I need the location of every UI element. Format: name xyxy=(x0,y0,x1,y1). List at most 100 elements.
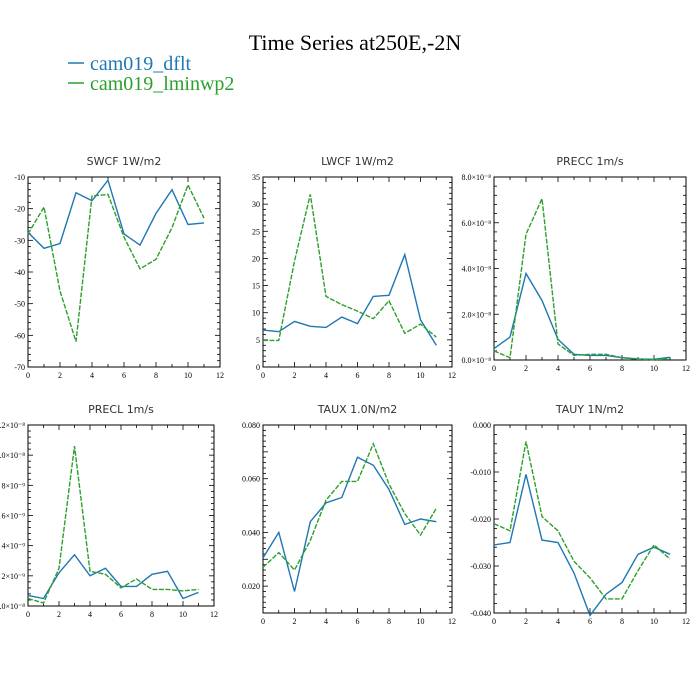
x-tick-label: 2 xyxy=(293,371,297,380)
panel-title-lwcf: LWCF 1W/m2 xyxy=(321,155,394,168)
y-tick-label: 0.080 xyxy=(242,421,260,430)
panel-title-taux: TAUX 1.0N/m2 xyxy=(317,403,398,416)
x-tick-label: 10 xyxy=(184,371,192,380)
x-tick-label: 12 xyxy=(682,364,690,373)
y-tick-label: 0.000 xyxy=(473,421,491,430)
panel-precc: PRECC 1m/s 0 2 4 6 8 10 12 0.0×10⁻⁸ 2.0×10⁻⁸ 4.0×1… xyxy=(461,155,690,373)
y-tick-label: -40 xyxy=(14,268,25,277)
y-tick-label: 0.0×10⁻⁸ xyxy=(0,602,25,611)
y-tick-label: 4×10⁻⁹ xyxy=(1,542,25,551)
y-tick-label: 0.060 xyxy=(242,475,260,484)
series-line-tauy-lminwp2 xyxy=(493,441,671,600)
y-tick-label: 2.0×10⁻⁸ xyxy=(461,310,491,319)
x-tick-label: 6 xyxy=(356,617,360,626)
y-tick-label: -0.020 xyxy=(470,515,491,524)
x-tick-label: 0 xyxy=(492,364,496,373)
y-tick-label: 8×10⁻⁹ xyxy=(1,481,25,490)
y-tick-label: 0.020 xyxy=(242,582,260,591)
x-tick-label: 4 xyxy=(90,371,94,380)
x-tick-label: 10 xyxy=(179,610,187,619)
x-tick-label: 8 xyxy=(387,617,391,626)
panel-title-tauy: TAUY 1N/m2 xyxy=(555,403,624,416)
y-tick-label: 15 xyxy=(252,282,260,291)
x-tick-label: 8 xyxy=(620,364,624,373)
x-tick-label: 4 xyxy=(556,364,560,373)
y-tick-label: 6.0×10⁻⁸ xyxy=(461,219,491,228)
panel-title-precl: PRECL 1m/s xyxy=(88,403,154,416)
x-tick-label: 4 xyxy=(324,371,328,380)
x-tick-label: 0 xyxy=(261,371,265,380)
y-tick-label: 0 xyxy=(256,363,260,372)
x-tick-label: 6 xyxy=(122,371,126,380)
y-tick-label: 0.040 xyxy=(242,528,260,537)
y-tick-label: -30 xyxy=(14,236,25,245)
y-tick-label: -50 xyxy=(14,300,25,309)
x-tick-label: 2 xyxy=(524,617,528,626)
x-tick-label: 4 xyxy=(556,617,560,626)
x-tick-label: 0 xyxy=(492,617,496,626)
x-tick-label: 4 xyxy=(88,610,92,619)
y-tick-label: -20 xyxy=(14,205,25,214)
x-tick-label: 12 xyxy=(216,371,224,380)
series-line-precl-dflt xyxy=(27,553,199,600)
y-tick-label: 10 xyxy=(252,309,260,318)
legend-label-dflt: cam019_dflt xyxy=(90,53,192,75)
x-tick-label: 10 xyxy=(417,371,425,380)
series-line-swcf-lminwp2 xyxy=(27,183,205,342)
x-tick-label: 2 xyxy=(524,364,528,373)
y-tick-label: 2×10⁻⁹ xyxy=(1,572,25,581)
series-line-tauy-dflt xyxy=(493,474,671,617)
x-tick-label: 12 xyxy=(210,610,218,619)
y-tick-label: -0.030 xyxy=(470,562,491,571)
y-tick-label: 25 xyxy=(252,227,260,236)
y-tick-label: 8.0×10⁻⁸ xyxy=(461,173,491,182)
panel-title-swcf: SWCF 1W/m2 xyxy=(87,155,162,168)
x-tick-label: 2 xyxy=(58,371,62,380)
y-tick-label: 6×10⁻⁹ xyxy=(1,512,25,521)
figure-title: Time Series at250E,-2N xyxy=(249,30,462,55)
panel-tauy: TAUY 1N/m2 0 2 4 6 8 10 12 -0.040 -0.030 -0.020 -0.… xyxy=(470,403,690,626)
panel-grid: SWCF 1W/m2 0 2 4 6 8 10 12 -70 -60 -50 -40 -30 -20 -10… xyxy=(0,155,690,626)
x-tick-label: 8 xyxy=(387,371,391,380)
x-tick-label: 10 xyxy=(417,617,425,626)
y-tick-label: -0.040 xyxy=(470,609,491,618)
x-tick-label: 8 xyxy=(620,617,624,626)
panel-title-precc: PRECC 1m/s xyxy=(556,155,624,168)
legend: cam019_dflt cam019_lminwp2 xyxy=(68,53,234,95)
x-tick-label: 6 xyxy=(588,364,592,373)
x-tick-label: 8 xyxy=(154,371,158,380)
series-line-swcf-dflt xyxy=(27,178,205,250)
y-tick-label: -10 xyxy=(14,173,25,182)
x-tick-label: 12 xyxy=(448,617,456,626)
x-tick-label: 6 xyxy=(356,371,360,380)
x-tick-label: 8 xyxy=(150,610,154,619)
y-tick-label: -0.010 xyxy=(470,468,491,477)
x-tick-label: 12 xyxy=(682,617,690,626)
y-tick-label: 30 xyxy=(252,200,260,209)
x-tick-label: 12 xyxy=(448,371,456,380)
series-line-lwcf-lminwp2 xyxy=(263,194,437,342)
y-tick-label: -60 xyxy=(14,331,25,340)
x-tick-label: 10 xyxy=(650,364,658,373)
y-tick-label: 20 xyxy=(252,254,260,263)
series-line-lwcf-dflt xyxy=(262,252,437,346)
y-tick-label: 0.0×10⁻⁸ xyxy=(461,356,491,365)
y-tick-label: 5 xyxy=(256,336,260,345)
panel-precl: PRECL 1m/s 0 2 4 6 8 10 12 0.0×10⁻⁸ 2×10⁻⁹ 4×10⁻⁹ 6… xyxy=(0,403,218,619)
series-line-precl-lminwp2 xyxy=(27,446,199,604)
x-tick-label: 2 xyxy=(57,610,61,619)
y-tick-label: 1.2×10⁻⁸ xyxy=(0,421,25,430)
x-tick-label: 6 xyxy=(119,610,123,619)
x-tick-label: 4 xyxy=(324,617,328,626)
x-tick-label: 0 xyxy=(261,617,265,626)
legend-label-lminwp2: cam019_lminwp2 xyxy=(90,73,234,95)
x-tick-label: 0 xyxy=(26,610,30,619)
series-line-taux-lminwp2 xyxy=(262,441,437,572)
y-tick-label: 4.0×10⁻⁸ xyxy=(461,265,491,274)
y-tick-label: -70 xyxy=(14,363,25,372)
y-tick-label: 1.0×10⁻⁸ xyxy=(0,451,25,460)
x-tick-label: 6 xyxy=(588,617,592,626)
x-tick-label: 2 xyxy=(293,617,297,626)
y-tick-label: 35 xyxy=(252,173,260,182)
